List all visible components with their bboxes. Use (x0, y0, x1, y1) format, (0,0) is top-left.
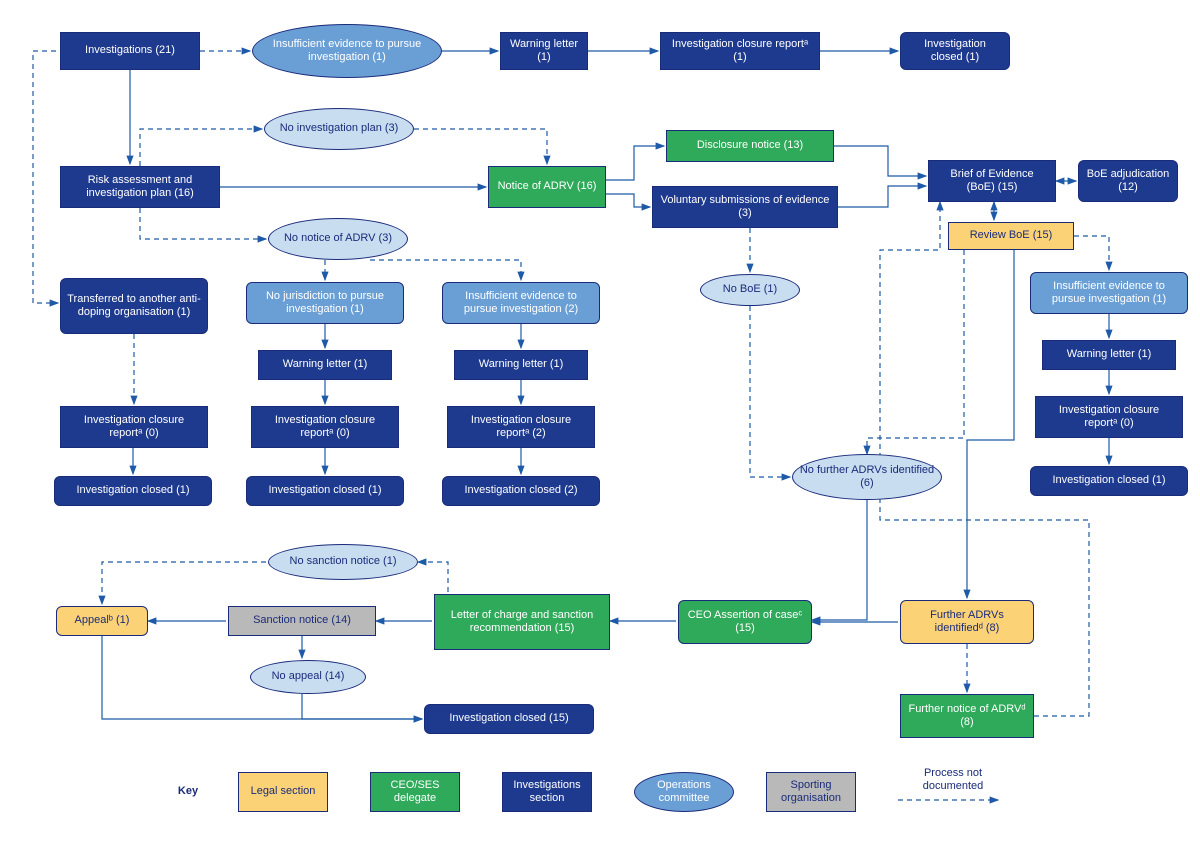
node-n3: Warning letter (1) (500, 32, 588, 70)
node-n19: Insufficient evidence to pursue investig… (1030, 272, 1188, 314)
edge-n18-n31 (750, 306, 790, 477)
node-n6: No investigation plan (3) (264, 108, 414, 150)
edge-n1-n15 (33, 51, 58, 303)
node-n28: Investigation closed (1) (246, 476, 404, 506)
key-legal: Legal section (238, 772, 328, 812)
diagram-canvas: Investigations (21) Insufficient evidence… (0, 0, 1200, 842)
edge-n6-n8 (414, 129, 547, 164)
edge-n38-n39 (302, 694, 422, 719)
edge-n31-n36 (812, 500, 867, 620)
node-n35: Letter of charge and sanction recommenda… (434, 594, 610, 650)
node-n27: Investigation closed (1) (54, 476, 212, 506)
node-n30: Investigation closed (1) (1030, 466, 1188, 496)
node-n5: Investigation closed (1) (900, 32, 1010, 70)
edge-n13-n19 (1074, 236, 1109, 270)
node-n36: CEO Assertion of caseᶜ (15) (678, 600, 812, 644)
node-n13: Review BoE (15) (948, 222, 1074, 250)
key-delegate: CEO/SES delegate (370, 772, 460, 812)
node-n23: Investigation closure reportᵃ (0) (60, 406, 208, 448)
edge-n32-n33 (102, 562, 266, 604)
key-sport: Sporting organisation (766, 772, 856, 812)
node-n39: Investigation closed (15) (424, 704, 594, 734)
node-n22: Warning letter (1) (1042, 340, 1176, 370)
node-n26: Investigation closure reportᵃ (0) (1035, 396, 1183, 438)
node-n14: No notice of ADRV (3) (268, 218, 408, 260)
node-n10: Voluntary submissions of evidence (3) (652, 186, 838, 228)
node-n1: Investigations (21) (60, 32, 200, 70)
node-n31: No further ADRVs identified (6) (792, 454, 942, 500)
edge-n10-n11 (838, 186, 926, 207)
node-n24: Investigation closure reportᵃ (0) (251, 406, 399, 448)
node-n11: Brief of Evidence (BoE) (15) (928, 160, 1056, 202)
node-n7: Risk assessment and investigation plan (… (60, 166, 220, 208)
node-n34: Sanction notice (14) (228, 606, 376, 636)
node-n18: No BoE (1) (700, 274, 800, 306)
key-label: Key (168, 782, 208, 802)
node-n4: Investigation closure reportᵃ (1) (660, 32, 820, 70)
edge-n7-n6 (140, 129, 262, 166)
key-opscom: Operations committee (634, 772, 734, 812)
node-n29: Investigation closed (2) (442, 476, 600, 506)
edge-n7-n14 (140, 208, 266, 239)
node-n33: Appealᵇ (1) (56, 606, 148, 636)
key-dashed-label: Process not documented (898, 770, 1008, 790)
edge-n13-n37 (967, 250, 1014, 598)
key-invsec: Investigations section (502, 772, 592, 812)
node-n37: Further ADRVs identifiedᵈ (8) (900, 600, 1034, 644)
node-n8: Notice of ADRV (16) (488, 166, 606, 208)
node-n21: Warning letter (1) (454, 350, 588, 380)
node-n2: Insufficient evidence to pursue investig… (252, 24, 442, 78)
edge-n13-n31 (867, 250, 964, 454)
node-n17: Insufficient evidence to pursue investig… (442, 282, 600, 324)
node-n32: No sanction notice (1) (268, 544, 418, 580)
node-n25: Investigation closure reportᵃ (2) (447, 406, 595, 448)
node-n40: Further notice of ADRVᵈ (8) (900, 694, 1034, 738)
node-n16: No jurisdiction to pursue investigation … (246, 282, 404, 324)
node-n12: BoE adjudication (12) (1078, 160, 1178, 202)
node-n38: No appeal (14) (250, 660, 366, 694)
edge-n9-n11 (834, 146, 926, 176)
node-n15: Transferred to another anti-doping organ… (60, 278, 208, 334)
node-n20: Warning letter (1) (258, 350, 392, 380)
edge-n14-n17 (370, 260, 521, 280)
edge-n8-n10 (606, 194, 650, 207)
edge-n8-n9 (606, 146, 664, 180)
edge-n35-n32 (418, 562, 448, 592)
node-n9: Disclosure notice (13) (666, 130, 834, 162)
